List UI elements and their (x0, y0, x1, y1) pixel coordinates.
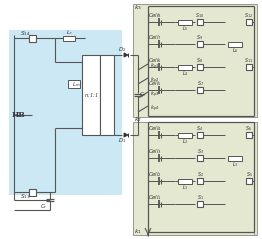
Bar (197, 201, 203, 207)
Text: $S_4$: $S_4$ (196, 125, 204, 133)
Text: $k_3$: $k_3$ (134, 4, 142, 12)
Text: $L_r$: $L_r$ (66, 28, 72, 38)
Text: $k_{p1}$: $k_{p1}$ (150, 62, 160, 72)
Text: $S_{11}$: $S_{11}$ (244, 57, 254, 65)
Text: $S_2$: $S_2$ (196, 171, 204, 179)
Text: $D_2$: $D_2$ (118, 46, 126, 54)
Text: $k_{p4}$: $k_{p4}$ (150, 104, 160, 114)
Text: $S_1$: $S_1$ (196, 194, 204, 202)
Bar (133, 122, 257, 235)
Text: $S_{13}$: $S_{13}$ (20, 193, 30, 201)
Text: $L_2$: $L_2$ (182, 138, 188, 147)
Text: $S_5$: $S_5$ (245, 171, 253, 179)
Text: $k_2$: $k_2$ (134, 115, 142, 125)
Polygon shape (124, 133, 128, 137)
Text: $n$:1:1: $n$:1:1 (84, 91, 98, 99)
Text: $Cell_1$: $Cell_1$ (148, 194, 162, 202)
Bar (246, 132, 252, 138)
Bar (197, 41, 203, 47)
Text: $S_{10}$: $S_{10}$ (195, 11, 205, 21)
Text: HB: HB (11, 111, 25, 119)
Text: $L_6$: $L_6$ (232, 47, 238, 55)
Bar (246, 178, 252, 184)
Text: $D_1$: $D_1$ (118, 136, 126, 146)
Bar (228, 156, 242, 161)
Text: $L_m$: $L_m$ (72, 81, 80, 89)
Text: $S_{12}$: $S_{12}$ (244, 11, 254, 21)
Text: $S_3$: $S_3$ (196, 147, 204, 157)
Bar (197, 64, 203, 70)
Polygon shape (124, 53, 128, 57)
Bar (29, 189, 35, 196)
Text: $S_8$: $S_8$ (196, 57, 204, 65)
Bar (178, 132, 192, 137)
Text: $Cell_7$: $Cell_7$ (148, 33, 162, 43)
Bar (197, 87, 203, 93)
Bar (178, 179, 192, 184)
Bar (197, 132, 203, 138)
Text: $L_5$: $L_5$ (182, 25, 188, 33)
Text: $Cell_5$: $Cell_5$ (148, 80, 162, 88)
Text: $S_7$: $S_7$ (196, 80, 204, 88)
Text: $Cell_3$: $Cell_3$ (148, 147, 162, 157)
Bar (197, 178, 203, 184)
Text: $k_{p3}$: $k_{p3}$ (150, 90, 160, 100)
Text: $S_9$: $S_9$ (196, 33, 204, 43)
Bar (68, 80, 80, 88)
Bar (246, 64, 252, 70)
Text: $S_6$: $S_6$ (245, 125, 253, 133)
Text: $Cell_6$: $Cell_6$ (148, 57, 162, 65)
Bar (197, 19, 203, 25)
Text: $k_1$: $k_1$ (134, 228, 142, 236)
Text: $Cell_4$: $Cell_4$ (148, 125, 162, 133)
Text: $k_{p2}$: $k_{p2}$ (150, 76, 160, 86)
Bar (228, 42, 242, 47)
Bar (246, 19, 252, 25)
Text: $L_4$: $L_4$ (182, 70, 188, 78)
Bar (82, 55, 100, 135)
Bar (29, 34, 35, 42)
Bar (9, 30, 122, 195)
Text: $C_n$: $C_n$ (139, 91, 147, 99)
Text: $C_r$: $C_r$ (40, 202, 48, 212)
Bar (148, 122, 254, 235)
Bar (133, 4, 257, 117)
Bar (100, 55, 114, 135)
Text: $L_3$: $L_3$ (232, 161, 238, 169)
Bar (178, 65, 192, 70)
Text: $L_1$: $L_1$ (182, 184, 188, 192)
Bar (197, 155, 203, 161)
Text: $Cell_8$: $Cell_8$ (148, 11, 162, 21)
Bar (63, 36, 75, 40)
Bar (178, 20, 192, 25)
Text: $S_{14}$: $S_{14}$ (20, 30, 30, 38)
Text: $Cell_2$: $Cell_2$ (148, 171, 162, 179)
